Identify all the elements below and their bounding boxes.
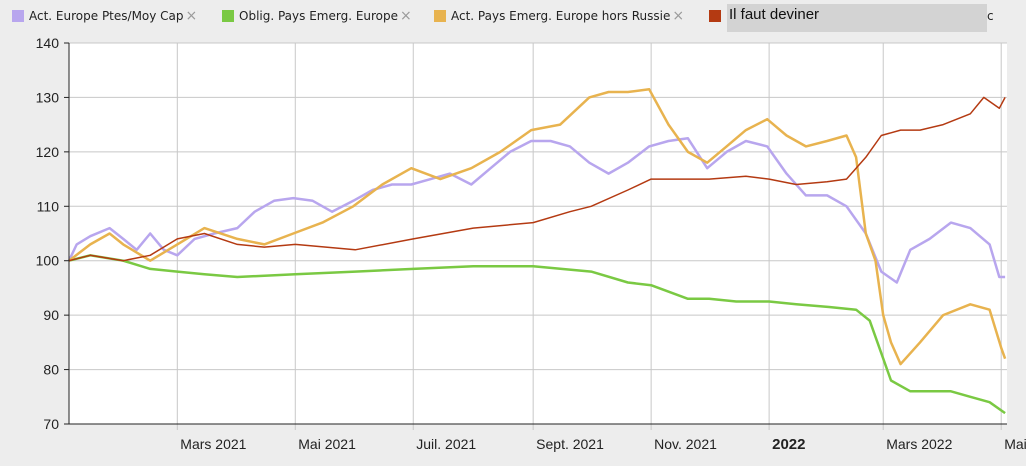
x-tick-label: Mai 2021 <box>298 436 356 452</box>
legend-overlay-label: Il faut deviner <box>729 6 820 23</box>
legend-trailing-text: c <box>987 9 994 23</box>
x-tick-label: 2022 <box>772 436 805 453</box>
x-tick-label: Sept. 2021 <box>536 436 604 452</box>
legend-swatch <box>12 10 24 22</box>
y-tick-label: 100 <box>36 253 60 269</box>
legend-swatch <box>222 10 234 22</box>
y-tick-label: 130 <box>36 89 60 105</box>
y-tick-label: 80 <box>43 362 59 378</box>
gridlines <box>69 42 1007 430</box>
y-tick-label: 140 <box>36 35 60 51</box>
series-lines <box>67 88 1007 415</box>
x-axis-ticks: Mars 2021 Mai 2021 Juil. 2021 Sept. 2021 Nov… <box>180 436 1026 453</box>
legend-label: Oblig. Pays Emerg. Europe <box>239 9 399 23</box>
legend-item-emerging-bonds[interactable]: Oblig. Pays Emerg. Europe × <box>222 6 412 26</box>
y-tick-label: 110 <box>37 198 60 214</box>
x-tick-label: Mai 2022 <box>1004 436 1026 452</box>
legend-swatch <box>434 10 446 22</box>
legend-label-overlay <box>727 4 987 32</box>
y-tick-label: 90 <box>43 307 59 323</box>
y-tick-label: 120 <box>36 144 60 160</box>
x-tick-label: Juil. 2021 <box>416 436 476 452</box>
legend: Act. Europe Ptes/Moy Cap × Oblig. Pays E… <box>0 0 1026 34</box>
y-tick-label: 70 <box>43 416 59 432</box>
series-line-2 <box>68 254 1006 415</box>
x-tick-label: Nov. 2021 <box>654 436 717 452</box>
x-tick-label: Mars 2021 <box>180 436 246 452</box>
legend-item-small-mid-cap[interactable]: Act. Europe Ptes/Moy Cap × <box>12 6 197 26</box>
legend-label: Act. Pays Emerg. Europe hors Russie <box>451 9 671 23</box>
close-icon[interactable]: × <box>185 8 198 24</box>
legend-swatch <box>709 10 721 22</box>
x-tick-label: Mars 2022 <box>886 436 952 452</box>
legend-item-mystery[interactable] <box>709 6 726 26</box>
close-icon[interactable]: × <box>400 8 412 24</box>
legend-item-emerging-equities-ex-russia[interactable]: Act. Pays Emerg. Europe hors Russie × <box>434 6 684 26</box>
plot-area <box>69 43 1007 424</box>
series-line-4 <box>68 96 1006 262</box>
series-line-3 <box>68 88 1007 366</box>
legend-label: Act. Europe Ptes/Moy Cap <box>29 9 184 23</box>
y-axis-ticks: 70 80 90 100 110 120 130 140 <box>36 35 69 432</box>
close-icon[interactable]: × <box>672 8 685 24</box>
